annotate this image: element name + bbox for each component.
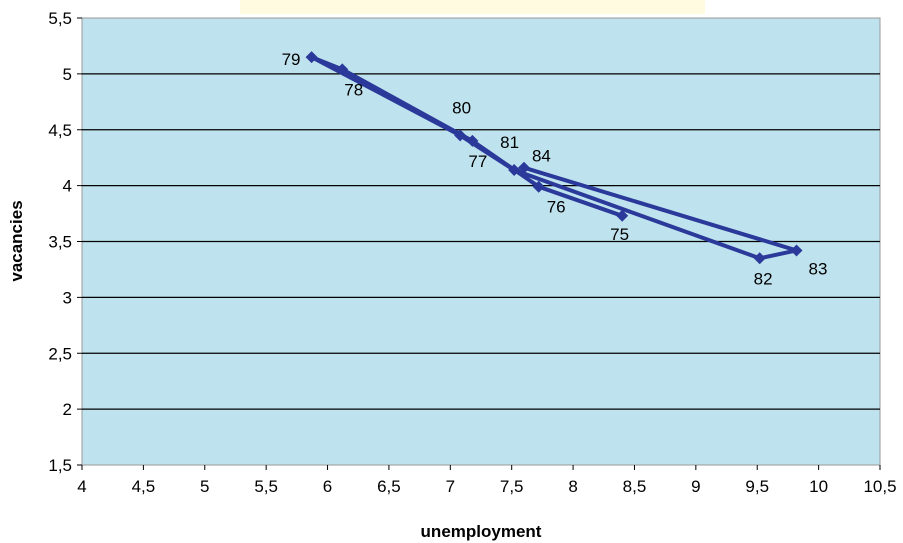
y-axis-title: vacancies [7,200,26,281]
x-tick-label: 5 [200,477,209,496]
x-tick-label: 8 [568,477,577,496]
y-axis-ticks: 1,5 2 2,5 3 3,5 4 4,5 5 5,5 [48,9,82,475]
gridlines [82,73,880,410]
y-tick-label: 3,5 [48,233,72,252]
y-tick-label: 4 [63,177,72,196]
data-point-marker [616,209,629,222]
x-axis-title: unemployment [421,522,542,541]
x-tick-label: 4,5 [132,477,156,496]
x-tick-label: 10,5 [863,477,896,496]
x-tick-label: 9 [691,477,700,496]
y-tick-label: 3 [63,288,72,307]
data-point-label: 77 [468,152,487,171]
data-point-marker [532,180,545,193]
data-point-marker [517,161,530,174]
point-labels: 75 76 77 78 79 80 81 82 83 84 [282,50,828,288]
y-tick-label: 2 [63,400,72,419]
data-series [305,51,803,265]
data-point-marker [790,244,803,257]
data-point-label: 78 [344,80,363,99]
x-tick-label: 9,5 [745,477,769,496]
data-point-label: 76 [547,198,566,217]
x-tick-label: 8,5 [623,477,647,496]
x-tick-label: 10 [809,477,828,496]
data-point-marker [454,129,467,142]
data-point-label: 82 [754,269,773,288]
x-tick-label: 7,5 [500,477,524,496]
series-line [309,55,799,261]
y-tick-label: 2,5 [48,344,72,363]
data-point-marker [305,51,318,64]
data-point-marker [753,252,766,265]
data-point-label: 83 [809,259,828,278]
title-band [240,0,705,14]
x-tick-label: 6 [323,477,332,496]
x-tick-label: 7 [446,477,455,496]
data-point-label: 80 [452,98,471,117]
y-tick-label: 4,5 [48,121,72,140]
y-tick-label: 5,5 [48,9,72,28]
x-tick-label: 6,5 [377,477,401,496]
x-tick-label: 5,5 [254,477,278,496]
data-point-label: 79 [282,50,301,69]
data-point-label: 81 [500,133,519,152]
y-tick-label: 5 [63,65,72,84]
data-point-marker [336,63,349,76]
data-point-label: 84 [532,147,551,166]
data-point-marker [508,163,521,176]
x-tick-label: 4 [77,477,86,496]
data-point-label: 75 [610,225,629,244]
y-tick-label: 1,5 [48,456,72,475]
data-point-marker [466,134,479,147]
x-axis-ticks: 4 4,5 5 5,5 6 6,5 7 7,5 8 8,5 9 9,5 10 10,5 [77,465,897,496]
